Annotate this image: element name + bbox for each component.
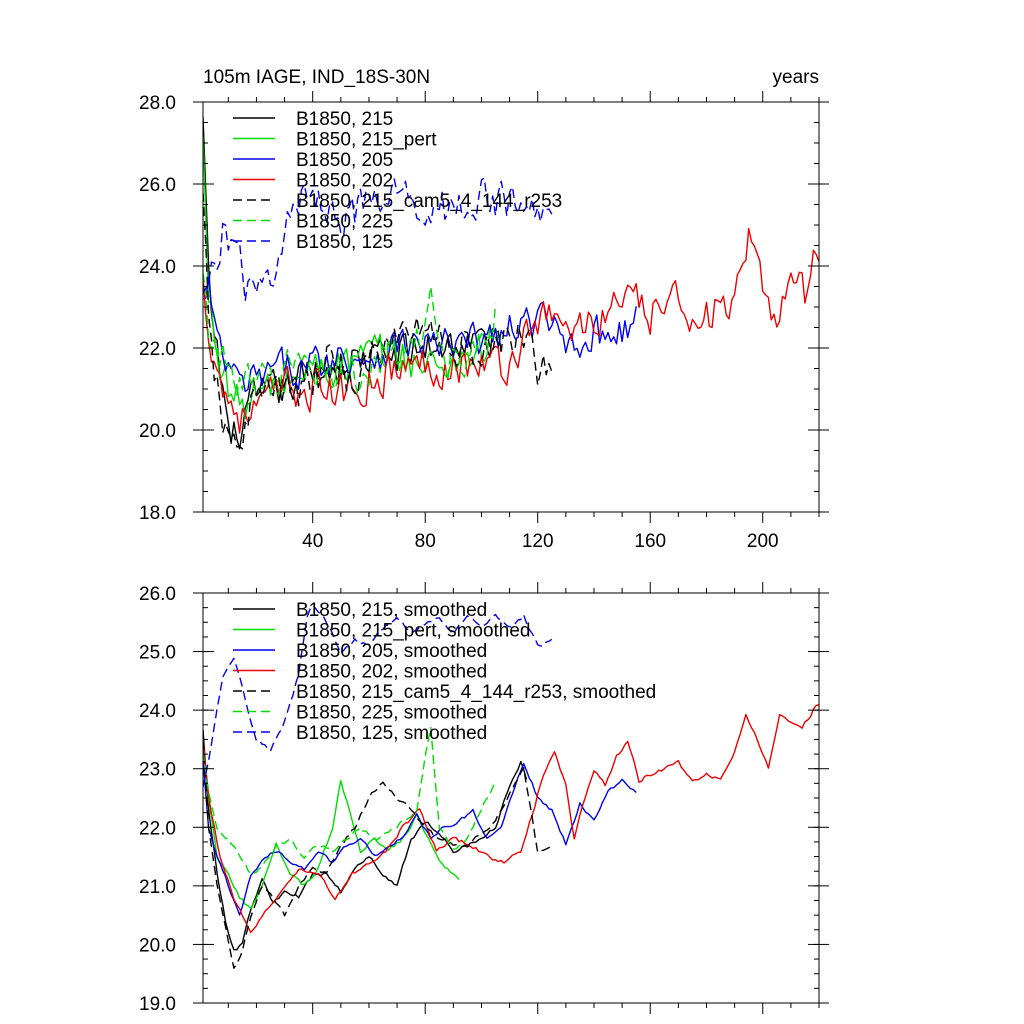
legend-label: B1850, 202 (296, 171, 393, 192)
y-tick-label: 20.0 (139, 935, 176, 956)
series-line-b1850-215-cam5-4-144-r253 (203, 192, 553, 450)
legend-label: B1850, 215_cam5_4_144_r253 (296, 191, 562, 212)
series-line-b1850-215-cam5-4-144-r253-smoothed (203, 740, 553, 969)
legend-label: B1850, 215_pert (296, 130, 437, 151)
legend-label: B1850, 205, smoothed (296, 641, 487, 662)
y-tick-label: 20.0 (139, 421, 176, 442)
x-tick-label: 120 (522, 531, 554, 552)
series-line-b1850-202-smoothed (203, 704, 819, 934)
legend-label: B1850, 215_cam5_4_144_r253, smoothed (296, 682, 656, 703)
series-line-b1850-125-smoothed (203, 605, 553, 788)
legend-label: B1850, 215_pert, smoothed (296, 621, 531, 642)
x-tick-label: 160 (634, 531, 666, 552)
x-tick-label: 200 (747, 531, 779, 552)
series-line-b1850-202 (203, 227, 819, 434)
legend-label: B1850, 202, smoothed (296, 662, 487, 683)
series-line-b1850-215-smoothed (203, 729, 528, 951)
x-tick-label: 80 (415, 531, 436, 552)
legend-label: B1850, 125, smoothed (296, 723, 487, 744)
series-line-b1850-215-pert-smoothed (203, 740, 460, 910)
chart-title: 105m IAGE, IND_18S-30N (203, 67, 430, 88)
series-line-b1850-225 (203, 273, 497, 396)
legend-label: B1850, 205 (296, 150, 393, 171)
series-line-b1850-205-smoothed (203, 758, 637, 916)
y-tick-label: 18.0 (139, 503, 176, 524)
legend-label: B1850, 225 (296, 212, 393, 233)
bottom-panel: 19.0 20.0 21.0 22.0 23.0 24.0 25.0 26.0 B1850, 2… (139, 582, 829, 1015)
y-tick-label: 25.0 (139, 643, 176, 664)
y-tick-label: 19.0 (139, 994, 176, 1015)
y-tick-label: 21.0 (139, 877, 176, 898)
legend-label: B1850, 125 (296, 232, 393, 253)
y-tick-label: 26.0 (139, 175, 176, 196)
legend-label: B1850, 225, smoothed (296, 703, 487, 724)
units-label: years (773, 67, 819, 88)
legend-label: B1850, 215 (296, 109, 393, 130)
y-tick-label: 28.0 (139, 93, 176, 114)
y-tick-label: 26.0 (139, 584, 176, 605)
y-tick-label: 24.0 (139, 701, 176, 722)
series-group (203, 605, 819, 969)
series-group (203, 116, 819, 450)
series-line-b1850-125 (203, 177, 553, 302)
y-tick-label: 22.0 (139, 339, 176, 360)
legend-label: B1850, 215, smoothed (296, 600, 487, 621)
top-panel: 105m IAGE, IND_18S-30N years 18.0 20.0 22.0 2… (139, 67, 829, 552)
series-line-b1850-225-smoothed (203, 726, 497, 875)
y-tick-label: 24.0 (139, 257, 176, 278)
y-tick-label: 22.0 (139, 818, 176, 839)
x-tick-label: 40 (302, 531, 323, 552)
y-tick-label: 23.0 (139, 760, 176, 781)
